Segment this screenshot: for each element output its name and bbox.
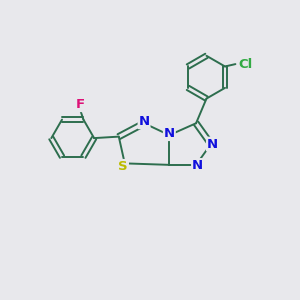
Text: N: N [192,159,203,172]
Text: F: F [75,98,84,111]
Text: N: N [164,127,175,140]
Text: N: N [139,115,150,128]
Text: N: N [207,138,218,151]
Text: S: S [118,160,128,173]
Text: Cl: Cl [239,58,253,70]
